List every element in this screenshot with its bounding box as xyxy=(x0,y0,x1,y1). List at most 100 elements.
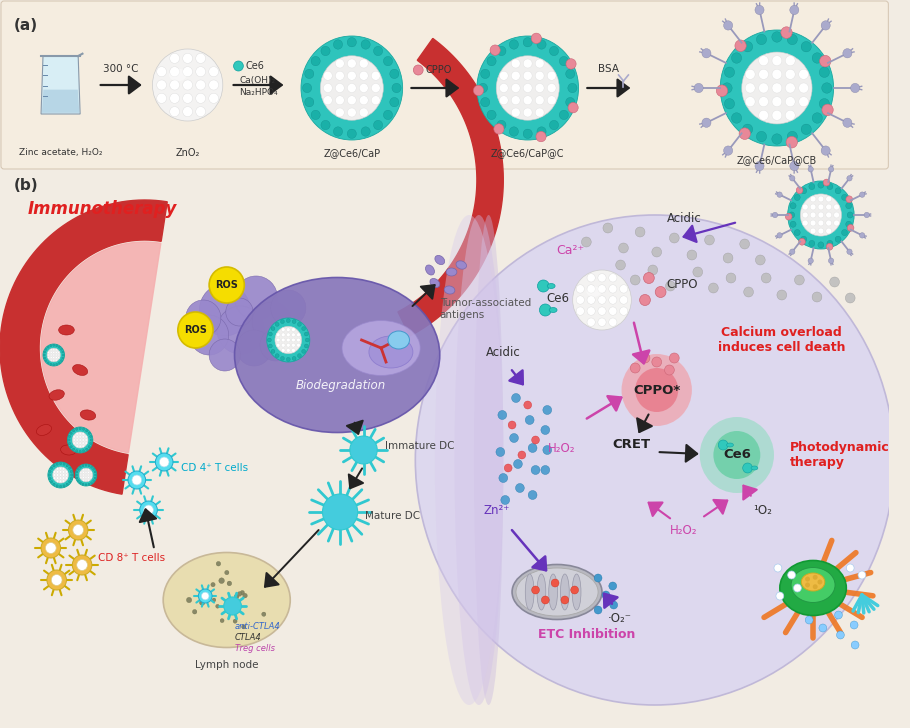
Circle shape xyxy=(383,110,392,119)
Circle shape xyxy=(44,357,46,359)
Circle shape xyxy=(702,49,711,58)
Circle shape xyxy=(785,69,795,79)
Ellipse shape xyxy=(780,561,846,615)
Circle shape xyxy=(348,108,356,117)
Circle shape xyxy=(281,333,285,337)
Circle shape xyxy=(196,106,206,116)
Circle shape xyxy=(720,30,834,146)
Circle shape xyxy=(609,274,617,282)
Circle shape xyxy=(620,296,628,304)
Circle shape xyxy=(609,582,617,590)
Circle shape xyxy=(808,167,814,172)
Circle shape xyxy=(79,439,81,441)
Circle shape xyxy=(810,204,816,210)
Circle shape xyxy=(843,118,852,127)
Ellipse shape xyxy=(547,283,555,288)
Circle shape xyxy=(834,220,839,226)
Circle shape xyxy=(824,179,830,186)
Circle shape xyxy=(818,242,824,248)
Circle shape xyxy=(56,357,57,359)
Circle shape xyxy=(702,118,711,127)
Circle shape xyxy=(531,586,540,594)
Circle shape xyxy=(66,471,67,473)
Ellipse shape xyxy=(435,215,503,705)
Circle shape xyxy=(724,98,734,109)
Circle shape xyxy=(47,347,49,348)
Circle shape xyxy=(504,464,512,472)
Circle shape xyxy=(59,477,62,479)
Circle shape xyxy=(531,436,540,444)
Circle shape xyxy=(281,328,285,331)
Circle shape xyxy=(805,577,810,582)
Circle shape xyxy=(826,228,832,234)
Circle shape xyxy=(536,131,546,142)
Ellipse shape xyxy=(456,261,467,269)
Circle shape xyxy=(373,120,383,130)
Text: Immunotherapy: Immunotherapy xyxy=(27,200,177,218)
Circle shape xyxy=(743,287,753,297)
Circle shape xyxy=(333,127,342,136)
Circle shape xyxy=(83,469,85,471)
Circle shape xyxy=(53,344,55,347)
Ellipse shape xyxy=(572,574,581,610)
Circle shape xyxy=(73,439,76,441)
Circle shape xyxy=(490,45,500,55)
Circle shape xyxy=(790,221,796,227)
Circle shape xyxy=(156,453,173,471)
Circle shape xyxy=(70,432,72,435)
Circle shape xyxy=(819,624,827,632)
Circle shape xyxy=(790,249,795,254)
Ellipse shape xyxy=(516,568,598,616)
Circle shape xyxy=(56,359,57,361)
Circle shape xyxy=(541,596,550,604)
Circle shape xyxy=(836,631,844,639)
Circle shape xyxy=(524,401,531,409)
Circle shape xyxy=(511,71,521,80)
Circle shape xyxy=(818,204,824,210)
Circle shape xyxy=(787,131,797,142)
Circle shape xyxy=(631,275,640,285)
Text: Tumor-associated
antigens: Tumor-associated antigens xyxy=(440,298,531,320)
Circle shape xyxy=(70,478,73,480)
Circle shape xyxy=(822,104,834,116)
Circle shape xyxy=(209,267,244,303)
Circle shape xyxy=(826,212,832,218)
Circle shape xyxy=(51,574,62,585)
Circle shape xyxy=(850,621,858,629)
Circle shape xyxy=(201,592,209,600)
Circle shape xyxy=(87,474,89,476)
Circle shape xyxy=(56,471,59,473)
Circle shape xyxy=(68,480,71,483)
Circle shape xyxy=(560,110,569,119)
Circle shape xyxy=(268,344,272,348)
Circle shape xyxy=(716,85,728,97)
Circle shape xyxy=(183,53,193,63)
Circle shape xyxy=(302,83,311,92)
Circle shape xyxy=(477,36,579,140)
Circle shape xyxy=(53,352,55,353)
Circle shape xyxy=(790,162,799,170)
Circle shape xyxy=(280,357,285,360)
Circle shape xyxy=(291,333,295,337)
Circle shape xyxy=(794,275,804,285)
Ellipse shape xyxy=(163,553,290,647)
Circle shape xyxy=(851,84,860,92)
Circle shape xyxy=(772,83,782,93)
Circle shape xyxy=(759,69,768,79)
Circle shape xyxy=(609,285,617,293)
Ellipse shape xyxy=(235,277,440,432)
Text: (a): (a) xyxy=(14,18,38,33)
Circle shape xyxy=(828,167,834,172)
Circle shape xyxy=(58,354,60,356)
Circle shape xyxy=(700,417,774,493)
Ellipse shape xyxy=(454,215,503,705)
Circle shape xyxy=(830,277,839,287)
Circle shape xyxy=(73,524,84,536)
Circle shape xyxy=(801,124,812,135)
Circle shape xyxy=(499,473,508,483)
Circle shape xyxy=(90,472,92,473)
Circle shape xyxy=(812,52,823,63)
Circle shape xyxy=(267,318,309,362)
Circle shape xyxy=(826,196,832,202)
Text: Lymph node: Lymph node xyxy=(195,660,258,670)
